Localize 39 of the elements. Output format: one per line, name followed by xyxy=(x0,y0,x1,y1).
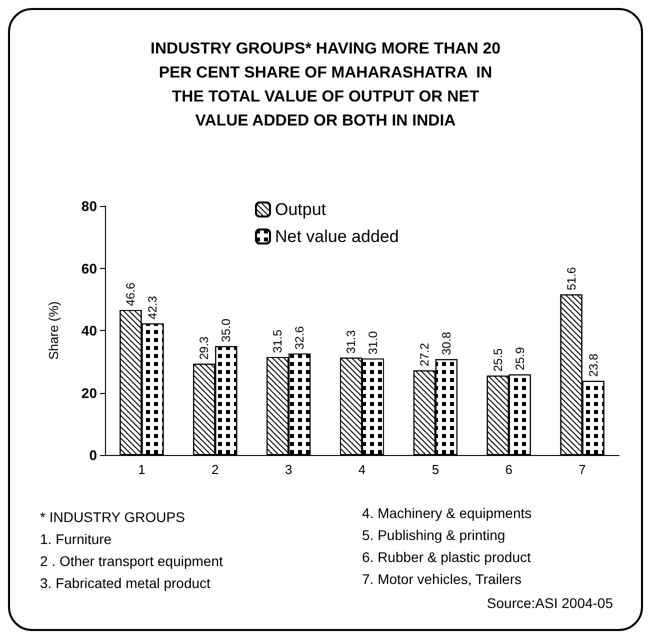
x-tick-label: 1 xyxy=(138,462,146,477)
data-label: 32.6 xyxy=(292,326,307,350)
data-label: 31.5 xyxy=(270,329,285,353)
data-label: 31.3 xyxy=(344,330,358,354)
data-label: 27.2 xyxy=(417,342,432,366)
text: 5. Publishing & printing xyxy=(362,527,506,543)
x-tick-label: 5 xyxy=(432,462,440,477)
text: 1. Furniture xyxy=(40,531,112,547)
text: 7. Motor vehicles, Trailers xyxy=(362,571,522,587)
source-note: Source:ASI 2004-05 xyxy=(486,595,614,611)
data-label: 46.6 xyxy=(124,282,138,306)
data-label: 51.6 xyxy=(564,266,578,290)
data-label: 23.8 xyxy=(586,353,600,377)
y-tick-label: 60 xyxy=(81,260,98,276)
data-label: 25.9 xyxy=(512,346,527,370)
data-label: 25.5 xyxy=(490,348,505,372)
text: 3. Fabricated metal product xyxy=(40,575,211,591)
x-tick-label: 4 xyxy=(358,462,366,477)
data-label: 29.3 xyxy=(197,336,212,360)
data-label: 31.0 xyxy=(366,330,380,355)
text: 4. Machinery & equipments xyxy=(362,505,532,521)
legend-label: Output xyxy=(275,200,326,219)
data-label: 30.8 xyxy=(439,331,454,356)
chart-title: INDUSTRY GROUPS* HAVING MORE THAN 20 PER CENT SHARE OF MAHARASHATRA IN THE TOTAL VALUE OF OUTPUT OR NET VALUE ADDED OR BOTH IN INDIA xyxy=(150,40,501,130)
text: 2 . Other transport equipment xyxy=(40,553,223,569)
y-axis-title: Share (%) xyxy=(46,301,61,360)
text: * INDUSTRY GROUPS xyxy=(40,509,185,525)
y-tick-label: 0 xyxy=(89,447,98,463)
data-label: 42.3 xyxy=(146,296,160,320)
x-tick-label: 6 xyxy=(505,462,512,477)
x-tick-label: 3 xyxy=(284,462,292,477)
text: 6. Rubber & plastic product xyxy=(362,549,531,565)
y-tick-label: 80 xyxy=(81,198,98,214)
y-tick-label: 40 xyxy=(81,322,98,338)
legend-label: Net value added xyxy=(275,227,399,246)
y-tick-label: 20 xyxy=(81,384,98,401)
x-tick-label: 7 xyxy=(578,462,586,477)
x-tick-label: 2 xyxy=(212,462,219,477)
data-label: 35.0 xyxy=(219,318,234,342)
